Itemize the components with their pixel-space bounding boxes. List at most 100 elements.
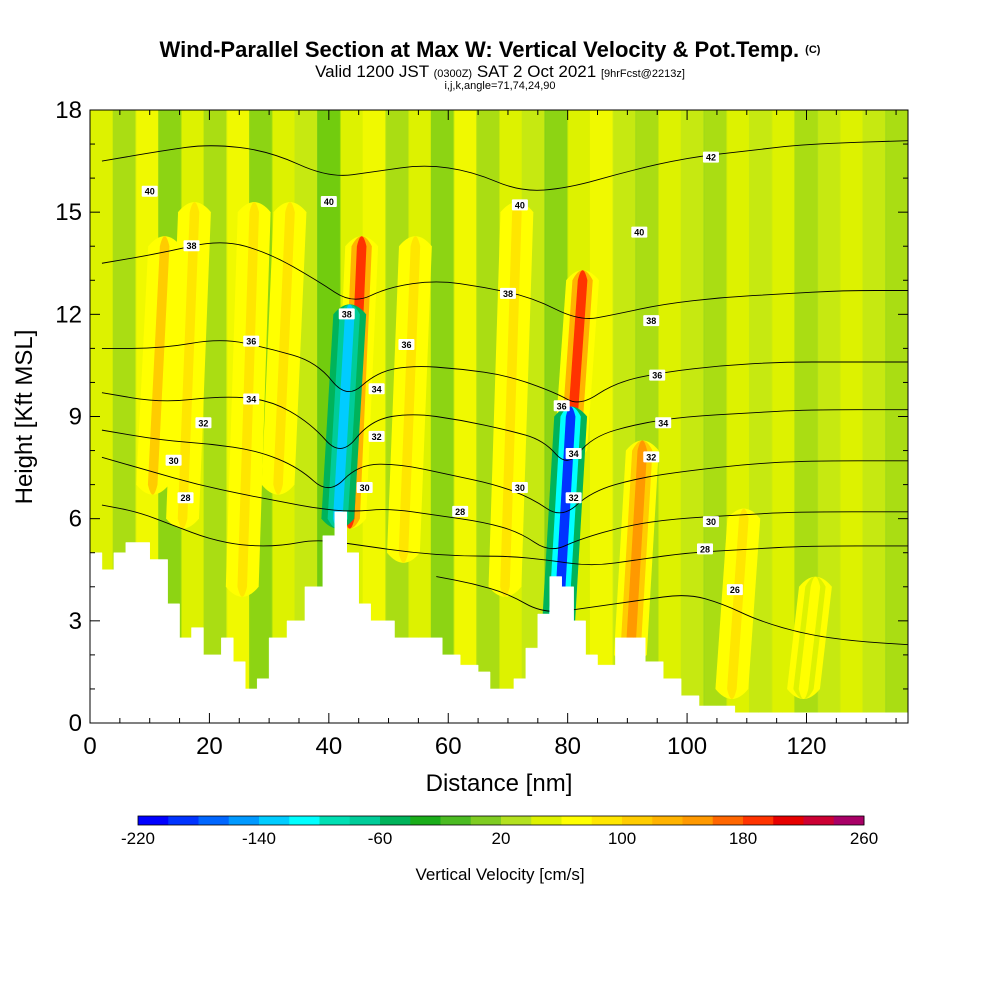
isentrope-label: 28 [452,505,469,517]
colorbar-swatch [289,816,320,825]
chart-title-text: Wind-Parallel Section at Max W: Vertical… [160,37,800,62]
isentrope-label: 32 [195,417,212,429]
isentrope-label: 28 [696,543,713,555]
svg-text:30: 30 [515,483,525,493]
colorbar-swatch [228,816,260,825]
isentrope-label: 34 [565,447,582,459]
svg-text:30: 30 [360,483,370,493]
isentrope-label: 34 [368,383,385,395]
velocity-cores [136,202,832,699]
velocity-core [273,202,295,495]
chart-subtitle: Valid 1200 JST (0300Z) SAT 2 Oct 2021 [9… [315,62,685,81]
svg-text:40: 40 [634,228,644,238]
background-band [885,110,908,723]
svg-text:32: 32 [646,452,656,462]
background-band [839,110,864,723]
velocity-core [500,202,522,597]
velocity-core [727,508,749,699]
x-tick-label: 120 [786,733,826,760]
colorbar-tick-label: -220 [121,829,155,848]
y-tick-label: 18 [55,97,82,124]
x-tick-label: 80 [554,733,581,760]
isentrope-label: 32 [368,430,385,442]
isentrope-label: 36 [649,369,666,381]
isentrope-label: 30 [356,482,373,494]
velocity-core [398,236,421,563]
svg-text:32: 32 [372,432,382,442]
isentrope-label: 34 [243,393,260,405]
subtitle-utc: (0300Z) [434,68,473,80]
isentrope-38 [101,242,908,319]
svg-text:38: 38 [342,309,352,319]
colorbar-swatch [349,816,381,825]
colorbar-swatch [622,816,653,825]
svg-text:36: 36 [246,337,256,347]
colorbar-tick-label: 20 [492,829,511,848]
colorbar-tick-label: -60 [368,829,393,848]
svg-text:30: 30 [706,517,716,527]
plot-area: 40 38 36 34 32 30 28 40 38 36 34 32 30 28 40 38 36 34 32 30… [90,110,908,723]
svg-text:28: 28 [181,493,191,503]
isentrope-lines [101,140,908,646]
colorbar-swatch [319,816,351,825]
colorbar-tick-label: -140 [242,829,276,848]
x-tick-label: 40 [315,733,342,760]
colorbar-swatch [410,816,441,825]
isentrope-34 [101,392,908,461]
velocity-core [625,440,648,665]
isentrope-label: 40 [320,195,337,207]
svg-text:34: 34 [246,394,256,404]
svg-text:32: 32 [198,418,208,428]
velocity-core [147,236,170,495]
isentrope-36 [101,340,908,403]
colorbar-swatch [470,816,502,825]
svg-text:30: 30 [169,456,179,466]
colorbar-swatch [561,816,593,825]
y-tick-label: 0 [69,710,82,737]
colorbar-swatch [652,816,683,825]
velocity-core [553,406,576,631]
colorbar-tick-label: 180 [729,829,757,848]
svg-text:28: 28 [455,507,465,517]
colorbar-tick-label: 260 [850,829,878,848]
colorbar-swatch [168,816,199,825]
x-tick-label: 20 [196,733,223,760]
svg-text:34: 34 [372,384,382,394]
svg-text:28: 28 [700,544,710,554]
chart-title: Wind-Parallel Section at Max W: Vertical… [160,37,821,62]
colorbar-swatch [198,816,230,825]
velocity-core [333,304,355,529]
background-band [748,110,773,723]
y-tick-label: 15 [55,199,82,226]
background-band [817,110,841,723]
svg-text:38: 38 [503,289,513,299]
y-axis-label: Height [Kft MSL] [11,330,38,505]
x-tick-label: 100 [667,733,707,760]
colorbar-label: Vertical Velocity [cm/s] [415,865,584,884]
isentrope-label: 36 [553,400,570,412]
svg-text:40: 40 [324,197,334,207]
colorbar-swatch [743,816,774,825]
subtitle-forecast: [9hrFcst@2213z] [601,68,685,80]
svg-text:38: 38 [186,241,196,251]
y-tick-label: 12 [55,301,82,328]
svg-text:32: 32 [569,493,579,503]
colorbar-swatch [501,816,532,825]
svg-text:36: 36 [401,340,411,350]
svg-text:40: 40 [145,187,155,197]
svg-text:40: 40 [515,200,525,210]
isentrope-label: 40 [141,185,158,197]
y-tick-label: 9 [69,404,82,431]
background-band [862,110,887,723]
isentrope-label: 28 [177,492,194,504]
subtitle-prefix: Valid 1200 JST [315,62,429,81]
y-tick-label: 3 [69,608,82,635]
background-band [430,110,455,723]
colorbar-swatch [712,816,744,825]
colorbar-swatch [440,816,472,825]
colorbar-swatch [259,816,290,825]
colorbar [137,815,865,826]
isentrope-label: 40 [511,199,528,211]
chart-subtitle-indices: i,j,k,angle=71,74,24,90 [444,80,555,92]
